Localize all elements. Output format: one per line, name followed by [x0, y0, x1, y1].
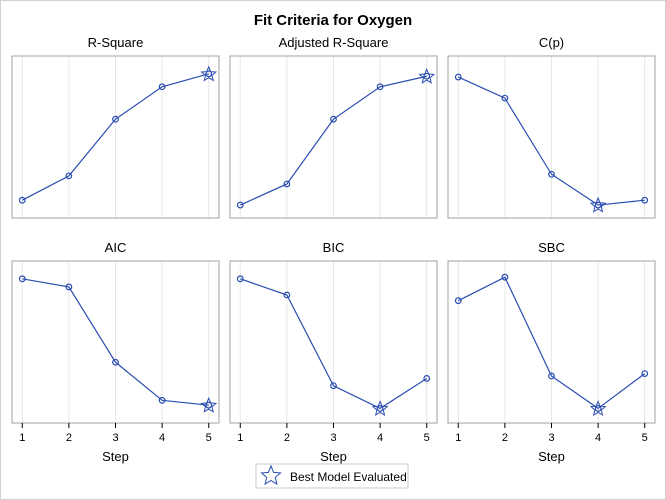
- panel-c-p-: C(p): [447, 35, 656, 219]
- panel-frame: [229, 55, 438, 219]
- x-tick-label: 3: [330, 432, 336, 444]
- data-point: [376, 83, 384, 91]
- data-point: [376, 405, 384, 412]
- data-point: [641, 370, 649, 377]
- x-tick-label: 1: [19, 432, 25, 444]
- best-model-star: [371, 400, 389, 417]
- series-line: [457, 276, 646, 410]
- data-point: [594, 405, 602, 412]
- x-tick-label: 3: [548, 432, 554, 444]
- panel-title: C(p): [539, 35, 564, 50]
- x-tick-label: 1: [237, 432, 243, 444]
- data-point: [158, 83, 166, 91]
- panel-r-square: R-Square: [11, 35, 220, 219]
- data-point: [330, 382, 337, 390]
- series-line: [458, 76, 645, 206]
- data-point: [423, 375, 431, 382]
- x-axis-label: Step: [102, 449, 129, 464]
- data-point: [594, 201, 602, 209]
- best-model-star: [589, 196, 607, 213]
- x-tick-label: 5: [642, 432, 648, 444]
- data-point: [158, 396, 166, 404]
- best-model-star: [418, 67, 436, 84]
- data-point: [236, 201, 244, 209]
- data-point: [454, 73, 462, 81]
- panel-aic: AIC 1 2 3 4 5 Step: [11, 240, 220, 464]
- star-icon: [260, 464, 282, 486]
- data-point: [205, 401, 213, 409]
- best-model-star: [589, 400, 607, 417]
- series-line: [21, 73, 209, 201]
- panel-title: BIC: [323, 240, 345, 255]
- data-point: [641, 196, 649, 204]
- data-point: [112, 115, 119, 123]
- data-point: [65, 283, 73, 291]
- data-point: [65, 172, 73, 180]
- data-point: [330, 115, 337, 123]
- data-point: [283, 180, 291, 188]
- data-point: [548, 372, 555, 380]
- panel-frame: [11, 55, 220, 219]
- data-point: [283, 291, 291, 299]
- panel-sbc: SBC 1 2 3 4 5 Step: [447, 240, 656, 464]
- chart-title: Fit Criteria for Oxygen: [254, 12, 412, 29]
- panel-bic: BIC 1 2 3 4 5 Step: [229, 240, 438, 464]
- x-tick-label: 2: [66, 432, 72, 444]
- x-axis-label: Step: [320, 449, 347, 464]
- legend: Best Model Evaluated: [255, 463, 409, 489]
- data-point: [112, 358, 119, 366]
- data-point: [423, 72, 431, 80]
- x-tick-label: 5: [424, 432, 430, 444]
- series-line: [240, 278, 428, 410]
- x-tick-label: 4: [377, 432, 383, 444]
- series-line: [240, 75, 427, 206]
- data-point: [548, 170, 555, 178]
- data-point: [18, 275, 26, 283]
- series-line: [22, 278, 209, 406]
- legend-label: Best Model Evaluated: [290, 470, 407, 484]
- data-point: [236, 275, 244, 283]
- panel-title: Adjusted R-Square: [279, 35, 389, 50]
- legend-box: [255, 463, 409, 489]
- data-point: [18, 196, 26, 204]
- data-point: [501, 273, 509, 281]
- best-model-star: [200, 396, 218, 413]
- x-axis-label: Step: [538, 449, 565, 464]
- x-tick-label: 4: [595, 432, 601, 444]
- x-tick-label: 2: [502, 432, 508, 444]
- x-tick-label: 3: [112, 432, 118, 444]
- data-point: [205, 70, 213, 78]
- panel-title: R-Square: [88, 35, 144, 50]
- x-tick-label: 2: [284, 432, 290, 444]
- best-model-star: [200, 65, 218, 82]
- panel-title: AIC: [105, 240, 127, 255]
- data-point: [454, 297, 462, 305]
- panel-frame: [447, 55, 656, 219]
- data-point: [501, 94, 509, 102]
- panel-title: SBC: [538, 240, 565, 255]
- x-tick-label: 1: [455, 432, 461, 444]
- x-tick-label: 5: [206, 432, 212, 444]
- panel-adjusted-r-square: Adjusted R-Square: [229, 35, 438, 219]
- x-tick-label: 4: [159, 432, 165, 444]
